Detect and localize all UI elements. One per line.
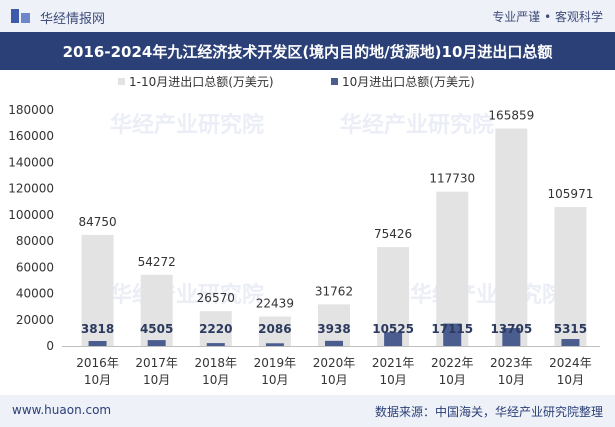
legend-label-month: 10月进出口总额(万美元) — [342, 75, 475, 89]
watermark-text: 华经产业研究院 — [410, 282, 564, 308]
y-tick-label: 160000 — [8, 129, 54, 143]
x-tick-label-month: 10月 — [498, 373, 525, 387]
bar-total-5 — [318, 304, 350, 346]
x-tick-label-month: 10月 — [202, 373, 229, 387]
data-label-month: 13705 — [490, 322, 532, 336]
x-tick-label-month: 10月 — [261, 373, 288, 387]
data-source: 数据来源：中国海关，华经产业研究院整理 — [374, 405, 603, 419]
y-tick-label: 60000 — [16, 260, 54, 274]
data-label-month: 5315 — [554, 322, 587, 336]
data-label-month: 4505 — [140, 322, 173, 336]
watermark-text: 华经产业研究院 — [340, 112, 494, 138]
y-tick-label: 80000 — [16, 234, 54, 248]
x-tick-label-year: 2019年 — [254, 356, 297, 370]
y-tick-label: 100000 — [8, 208, 54, 222]
bar-total-8 — [495, 128, 528, 346]
x-tick-label-month: 10月 — [379, 373, 406, 387]
x-tick-label-year: 2023年 — [490, 356, 533, 370]
data-label-month: 2086 — [258, 322, 291, 336]
bar-total-1 — [81, 234, 114, 346]
data-label-total: 165859 — [488, 109, 534, 123]
x-tick-label-month: 10月 — [84, 373, 111, 387]
data-label-total: 75426 — [374, 227, 412, 241]
bar-month-6 — [384, 332, 403, 346]
y-tick-label: 20000 — [16, 313, 54, 327]
x-tick-label-month: 10月 — [143, 373, 170, 387]
bar-total-7 — [436, 191, 469, 346]
title-bar: 2016-2024年九江经济技术开发区(境内目的地/货源地)10月进出口总额 — [0, 32, 615, 70]
legend-swatch-total — [118, 78, 125, 85]
x-tick-label-year: 2018年 — [195, 356, 238, 370]
x-tick-label-month: 10月 — [557, 373, 584, 387]
bar-month-8 — [502, 328, 521, 346]
data-label-month: 10525 — [372, 322, 414, 336]
data-label-total: 31762 — [315, 284, 353, 298]
top-bar: 华经情报网 专业严谨 • 客观科学 — [0, 0, 615, 32]
y-tick-label: 140000 — [8, 155, 54, 169]
bar-total-2 — [140, 274, 173, 346]
data-label-month: 3938 — [317, 322, 350, 336]
y-tick-label: 180000 — [8, 103, 54, 117]
bar-month-5 — [325, 340, 343, 346]
data-label-total: 84750 — [78, 215, 116, 229]
x-tick-label-year: 2016年 — [76, 356, 119, 370]
data-label-month: 3818 — [81, 322, 114, 336]
bar-month-9 — [561, 339, 580, 346]
watermark-text: 华经产业研究院 — [110, 112, 264, 138]
bar-total-6 — [377, 247, 410, 346]
watermark-text: 华经产业研究院 — [110, 282, 264, 308]
x-tick-label-month: 10月 — [439, 373, 466, 387]
huajing-logo-icon — [11, 9, 30, 23]
site-link[interactable]: www.huaon.com — [12, 403, 112, 417]
x-tick-label-year: 2017年 — [135, 356, 178, 370]
data-label-month: 17115 — [431, 322, 473, 336]
bar-month-3 — [206, 343, 225, 346]
bar-month-2 — [147, 340, 166, 346]
x-tick-label-month: 10月 — [320, 373, 347, 387]
y-tick-label: 40000 — [16, 287, 54, 301]
bar-total-3 — [199, 311, 232, 346]
data-label-total: 22439 — [256, 297, 294, 311]
chart-title: 2016-2024年九江经济技术开发区(境内目的地/货源地)10月进出口总额 — [62, 43, 553, 61]
data-label-total: 54272 — [138, 255, 176, 269]
x-tick-label-year: 2024年 — [549, 356, 592, 370]
data-label-total: 117730 — [429, 172, 475, 186]
tagline: 专业严谨 • 客观科学 — [492, 10, 603, 24]
brand-name[interactable]: 华经情报网 — [40, 12, 106, 27]
x-tick-label-year: 2022年 — [431, 356, 474, 370]
bar-month-7 — [443, 323, 462, 346]
footer: www.huaon.com 数据来源：中国海关，华经产业研究院整理 — [0, 395, 615, 427]
legend-swatch-month — [331, 78, 338, 85]
bar-total-4 — [258, 316, 291, 346]
y-tick-label: 0 — [46, 339, 54, 353]
bar-total-9 — [554, 207, 587, 346]
bar-month-1 — [88, 340, 107, 346]
legend-label-total: 1-10月进出口总额(万美元) — [129, 75, 274, 89]
x-tick-label-year: 2020年 — [313, 356, 356, 370]
data-label-total: 26570 — [197, 291, 235, 305]
x-tick-label-year: 2021年 — [372, 356, 415, 370]
data-label-month: 2220 — [199, 322, 232, 336]
data-label-total: 105971 — [548, 187, 594, 201]
bar-month-4 — [265, 343, 284, 346]
y-tick-label: 120000 — [8, 182, 54, 196]
